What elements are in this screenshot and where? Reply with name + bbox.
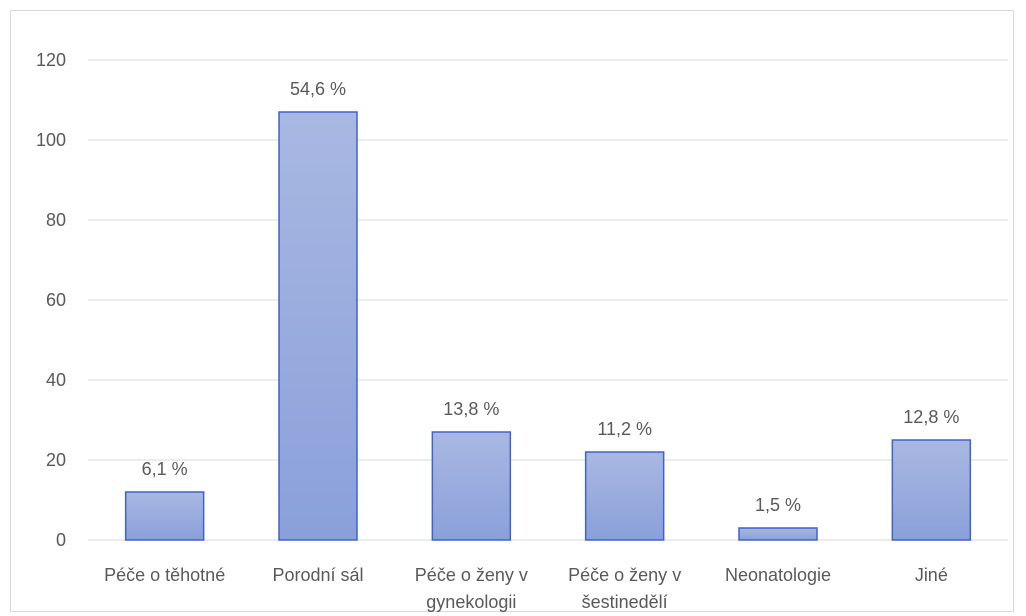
x-axis-labels: Péče o těhotné Porodní sál Péče o ženy v gy… (104, 565, 948, 612)
bar (584, 451, 665, 541)
x-category-label: Péče o těhotné (104, 565, 225, 585)
y-tick-label: 0 (56, 530, 66, 550)
x-category-label: Jiné (915, 565, 948, 585)
data-label: 54,6 % (290, 79, 346, 99)
bars (124, 111, 972, 541)
y-tick-label: 40 (46, 370, 66, 390)
x-category-label: šestinedělí (582, 592, 668, 612)
x-category-label: Neonatologie (725, 565, 831, 585)
y-axis-ticks: 0 20 40 60 80 100 120 (36, 50, 66, 550)
bar (124, 491, 205, 541)
y-tick-label: 120 (36, 50, 66, 70)
data-label: 11,2 % (597, 419, 652, 439)
bar (278, 111, 358, 541)
data-label: 13,8 % (443, 399, 499, 419)
data-label: 1,5 % (755, 495, 801, 515)
data-label: 6,1 % (142, 459, 188, 479)
y-tick-label: 60 (46, 290, 66, 310)
x-category-label: gynekologii (426, 592, 516, 612)
x-category-label: Péče o ženy v (415, 565, 528, 585)
x-category-label: Péče o ženy v (568, 565, 681, 585)
bar (891, 439, 972, 541)
data-label: 12,8 % (903, 407, 959, 427)
y-tick-label: 100 (36, 130, 66, 150)
y-tick-label: 20 (46, 450, 66, 470)
y-tick-label: 80 (46, 210, 66, 230)
bar (431, 431, 512, 541)
x-category-label: Porodní sál (272, 565, 363, 585)
gridlines (88, 59, 1008, 541)
data-labels: 6,1 % 54,6 % 13,8 % 11,2 % 1,5 % 12,8 % (142, 79, 960, 515)
bar (738, 527, 818, 541)
